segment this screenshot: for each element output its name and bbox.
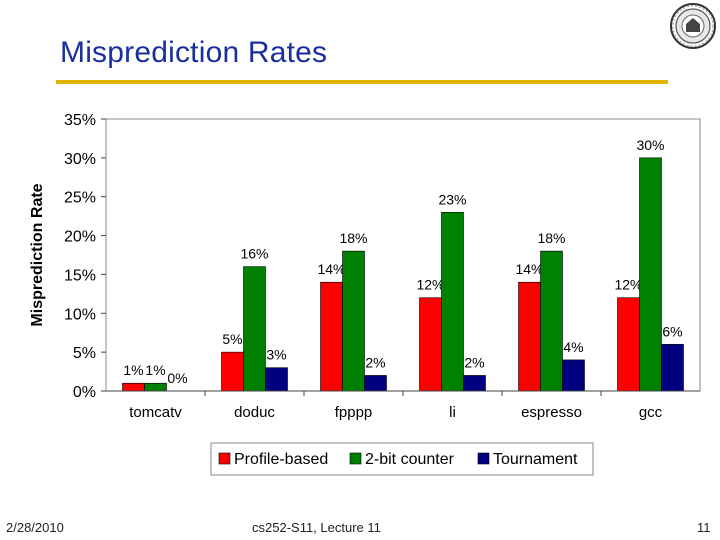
data-label: 12% — [614, 277, 642, 293]
slide-title: Misprediction Rates — [60, 36, 328, 69]
x-tick-label: li — [449, 404, 456, 421]
data-label: 1% — [145, 362, 165, 378]
legend-label: Profile-based — [234, 451, 328, 468]
x-tick-label: fpppp — [335, 404, 373, 421]
y-tick-label: 35% — [64, 112, 96, 129]
legend-box — [210, 442, 594, 476]
data-label: 30% — [636, 137, 664, 153]
bar-2-bit-counter — [639, 157, 662, 392]
bar-tournament — [463, 375, 486, 392]
university-seal-icon — [670, 3, 716, 49]
footer-course: cs252-S11, Lecture 11 — [252, 520, 381, 535]
x-tick-label: doduc — [234, 404, 275, 421]
bar-profile-based — [419, 297, 442, 392]
bar-profile-based — [122, 382, 145, 392]
bar-profile-based — [320, 281, 343, 392]
bar-2-bit-counter — [144, 382, 167, 392]
bar-2-bit-counter — [243, 266, 266, 392]
data-label: 23% — [438, 191, 466, 207]
bar-2-bit-counter — [342, 250, 365, 392]
legend-label: Tournament — [493, 451, 578, 468]
y-tick-label: 10% — [64, 306, 96, 323]
data-label: 6% — [662, 323, 682, 339]
bar-profile-based — [221, 351, 244, 392]
legend-label: 2-bit counter — [365, 451, 455, 468]
bar-tournament — [364, 375, 387, 392]
bar-profile-based — [518, 281, 541, 392]
y-tick-label: 5% — [73, 345, 96, 362]
y-tick-label: 20% — [64, 229, 96, 246]
data-label: 4% — [563, 339, 583, 355]
plot-area — [105, 118, 701, 392]
y-tick-label: 30% — [64, 151, 96, 168]
legend-swatch — [477, 452, 490, 465]
title-underline — [56, 80, 668, 84]
legend-swatch — [349, 452, 362, 465]
bar-tournament — [562, 359, 585, 392]
x-tick-label: tomcatv — [129, 404, 182, 421]
data-label: 0% — [167, 370, 187, 386]
data-label: 18% — [537, 230, 565, 246]
data-label: 12% — [416, 277, 444, 293]
data-label: 2% — [464, 354, 484, 370]
x-tick-label: espresso — [521, 404, 582, 421]
footer-date: 2/28/2010 — [6, 520, 64, 535]
y-axis-label: Misprediction Rate — [29, 183, 46, 326]
data-label: 16% — [240, 246, 268, 262]
y-tick-label: 25% — [64, 190, 96, 207]
y-tick-label: 0% — [73, 384, 96, 401]
data-label: 1% — [123, 362, 143, 378]
data-label: 14% — [515, 261, 543, 277]
x-tick-label: gcc — [639, 404, 663, 421]
legend-swatch — [218, 452, 231, 465]
y-tick-label: 15% — [64, 267, 96, 284]
page-number: 11 — [697, 520, 711, 535]
data-label: 3% — [266, 347, 286, 363]
data-label: 2% — [365, 354, 385, 370]
data-label: 18% — [339, 230, 367, 246]
bar-tournament — [265, 367, 288, 392]
bar-profile-based — [617, 297, 640, 392]
data-label: 14% — [317, 261, 345, 277]
bar-2-bit-counter — [540, 250, 563, 392]
bar-2-bit-counter — [441, 211, 464, 392]
data-label: 5% — [222, 331, 242, 347]
bar-tournament — [661, 344, 684, 392]
